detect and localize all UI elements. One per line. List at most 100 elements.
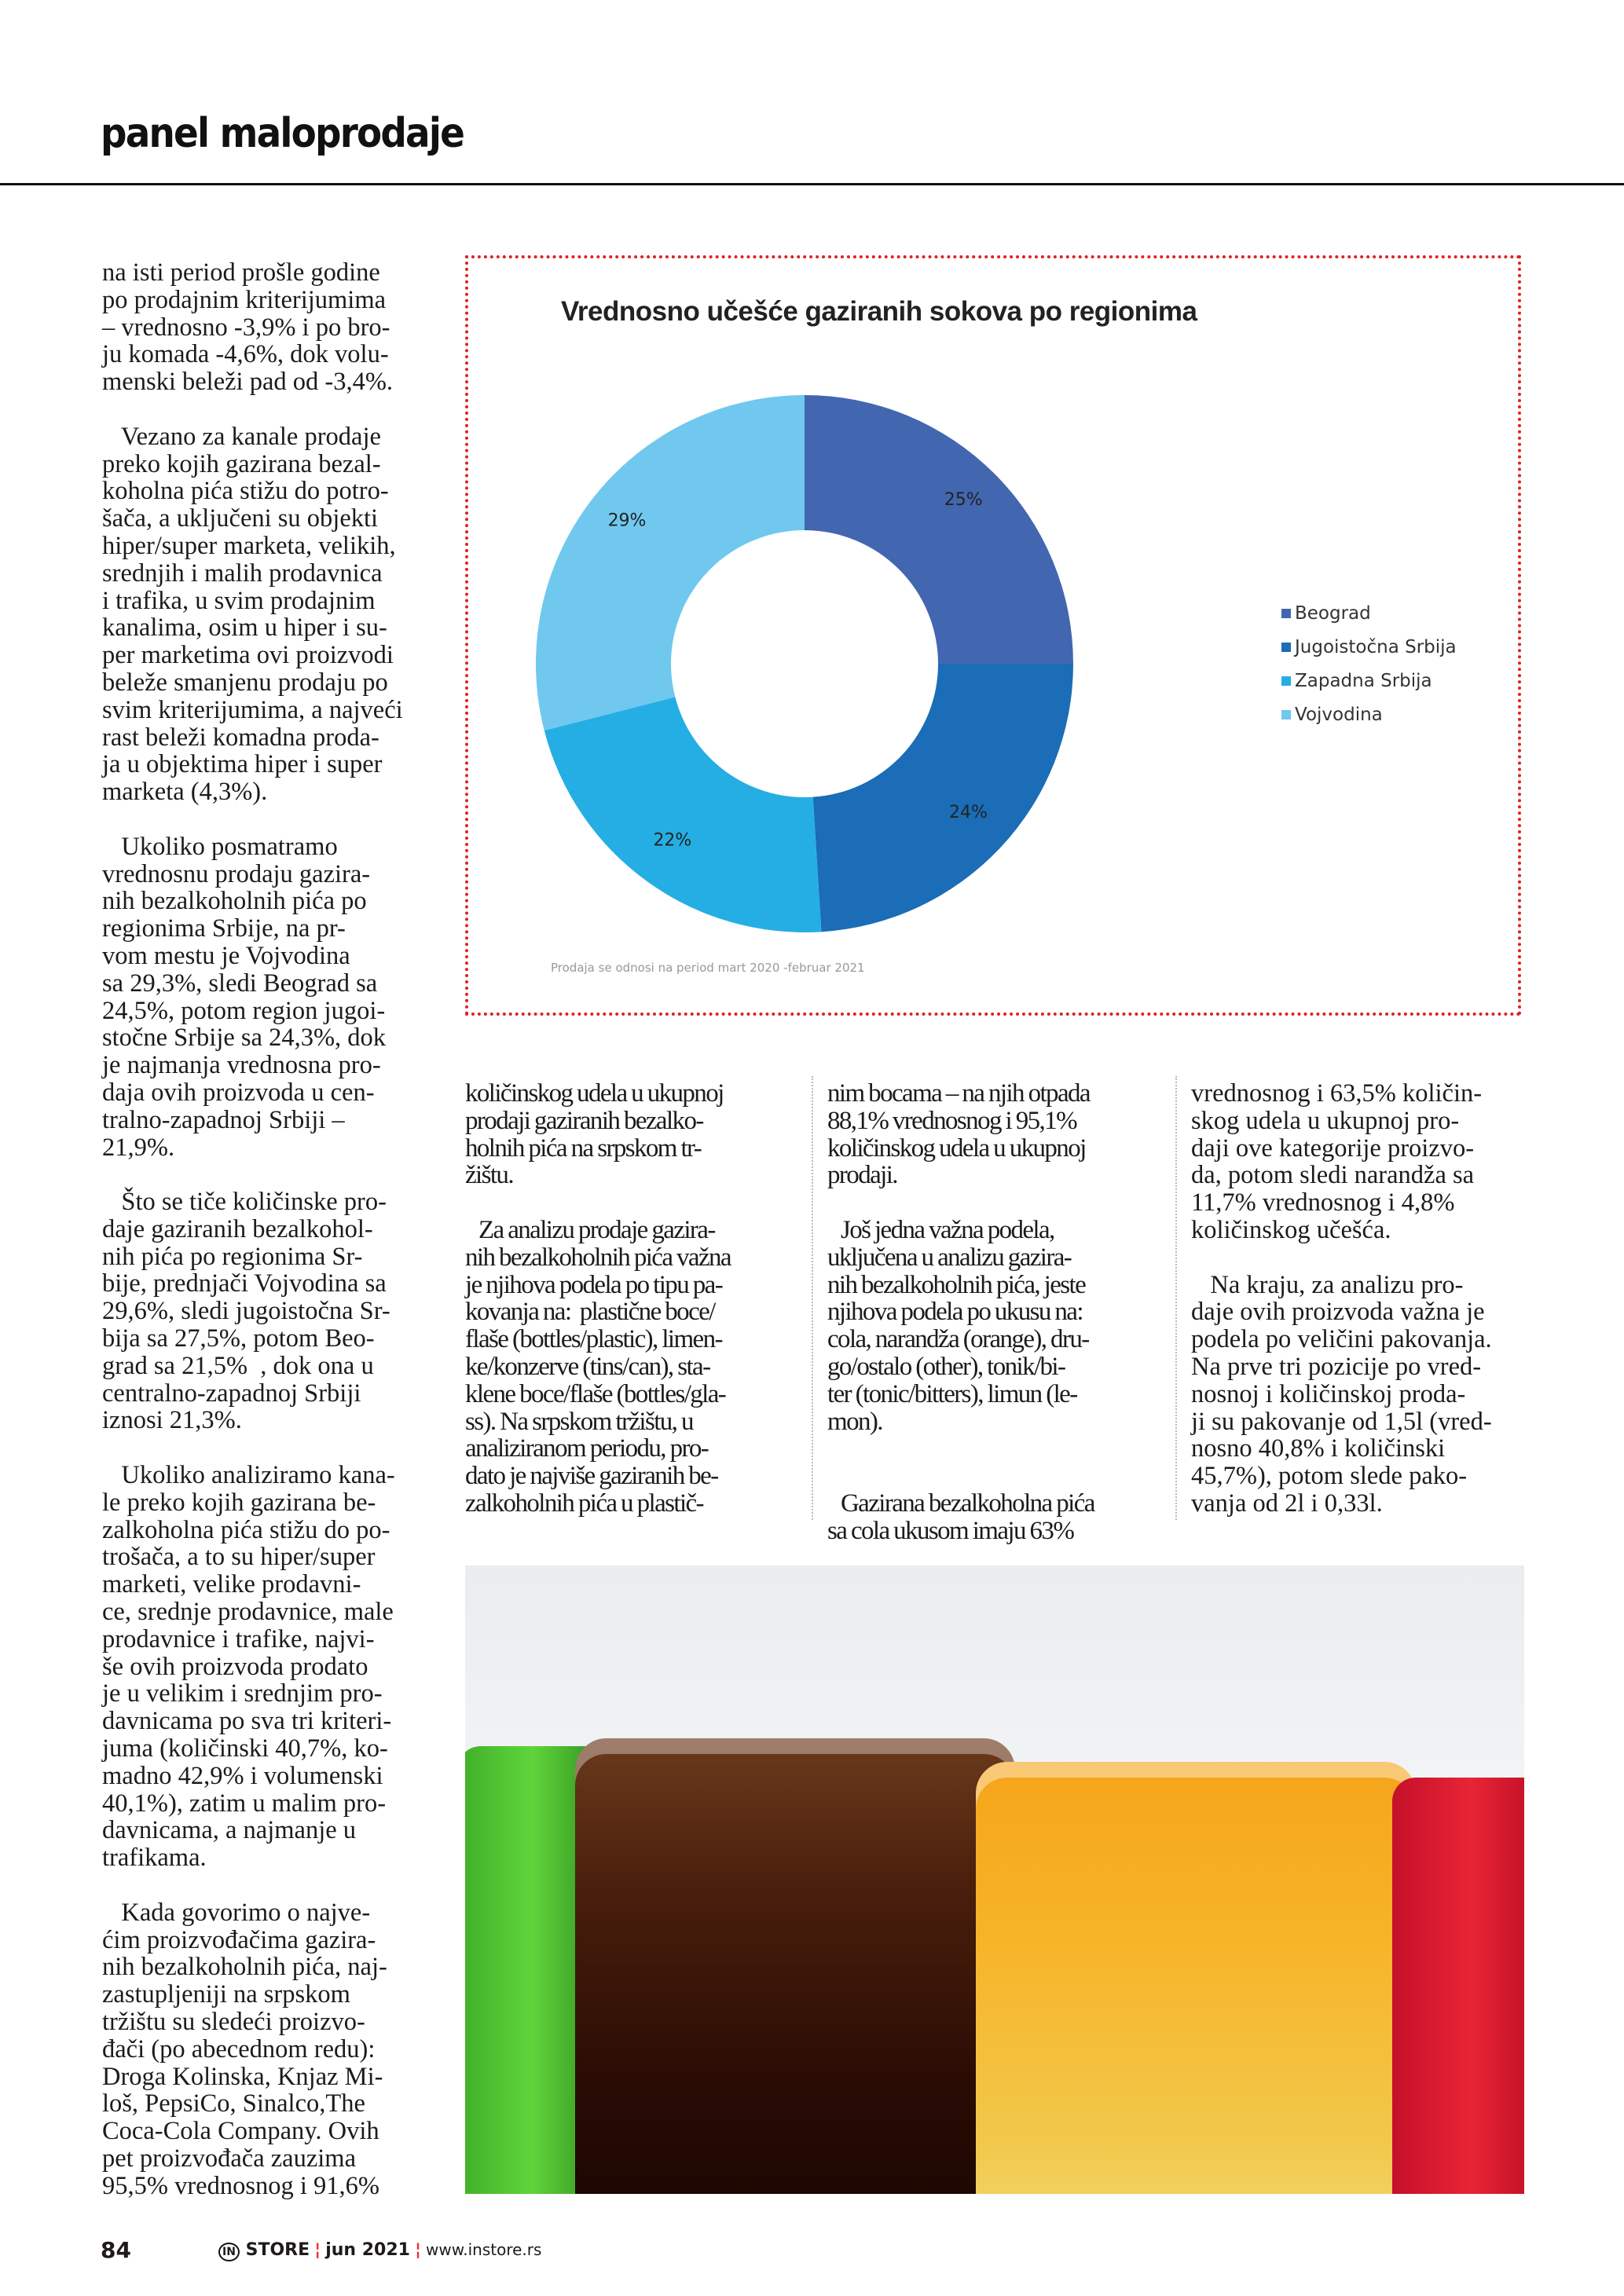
text-line: po prodajnim kriterijumima	[102, 285, 387, 314]
website-link[interactable]: www.instore.rs	[426, 2240, 542, 2259]
text-line: cola, narandža (orange), dru-	[827, 1325, 1090, 1354]
text-line: vrednosnu prodaju gazira-	[102, 859, 371, 888]
text-line: iznosi 21,3%.	[102, 1406, 242, 1435]
text-line: še ovih proizvoda prodato	[102, 1652, 368, 1681]
text-line: ji su pakovanje od 1,5l (vred-	[1191, 1407, 1492, 1436]
text-line: tralno-zapadnoj Srbiji –	[102, 1105, 345, 1134]
text-line: zalkoholna pića stižu do po-	[102, 1515, 390, 1544]
text-line: podela po veličini pakovanja.	[1191, 1325, 1492, 1354]
text-line: rast beleži komadna proda-	[102, 723, 379, 752]
text-line: je u velikim i srednjim pro-	[102, 1679, 383, 1708]
data-label: 29%	[608, 511, 647, 531]
text-line: Coca-Cola Company. Ovih	[102, 2117, 379, 2146]
text-line: Ukoliko analiziramo kana-	[102, 1461, 395, 1490]
text-line: klene boce/flaše (bottles/gla-	[465, 1379, 727, 1408]
carbonated-drinks-photo	[465, 1565, 1524, 2194]
data-label: 25%	[944, 490, 983, 510]
text-line: šača, a uključeni su objekti	[102, 504, 379, 533]
text-line: Gazirana bezalkoholna pića	[827, 1489, 1095, 1518]
text-line: 88,1% vrednosnog i 95,1%	[827, 1106, 1078, 1135]
text-line: nih bezalkoholnih pića po	[102, 887, 367, 916]
text-line: trošača, a to su hiper/super	[102, 1543, 376, 1572]
text-line: Na prve tri pozicije po vred-	[1191, 1352, 1482, 1381]
text-line: beleže smanjenu prodaju po	[102, 668, 388, 697]
donut-slice-2	[812, 664, 1073, 932]
paragraph-gap	[102, 1434, 432, 1462]
text-line: 21,9%.	[102, 1133, 175, 1162]
text-line: regionima Srbije, na pr-	[102, 914, 346, 943]
text-line: ke/konzerve (tins/can), sta-	[465, 1352, 711, 1381]
text-line: nim bocama – na njih otpada	[827, 1079, 1091, 1108]
legend-swatch	[1281, 676, 1291, 686]
legend-swatch	[1281, 709, 1291, 720]
text-line: ja u objektima hiper i super	[102, 750, 383, 779]
paragraph-gap	[827, 1435, 1161, 1463]
text-line: nih bezalkoholnih pića, jeste	[827, 1270, 1087, 1299]
orange-drink-glass	[976, 1762, 1416, 2194]
legend-label: Vojvodina	[1295, 704, 1383, 725]
text-line: prodavnice i trafike, najvi-	[102, 1624, 375, 1653]
text-line: srednjih i malih prodavnica	[102, 558, 383, 588]
text-line: holnih pića na srpskom tr-	[465, 1133, 702, 1163]
article-column-bottom-1: količinskog udela u ukupnoj prodaji gazir…	[465, 1080, 799, 1518]
text-line: tržištu su sledeći proizvo-	[102, 2008, 365, 2036]
legend-swatch	[1281, 642, 1291, 652]
text-line: marketa (4,3%).	[102, 778, 268, 807]
text-line: sa cola ukusom imaju 63%	[827, 1516, 1075, 1545]
red-drink-glass	[1392, 1778, 1524, 2194]
text-line: Ukoliko posmatramo	[102, 832, 338, 861]
legend-item: Jugoistočna Srbija	[1281, 630, 1457, 664]
chart-footnote: Prodaja se odnosi na period mart 2020 -f…	[551, 961, 865, 975]
paragraph-gap	[102, 396, 432, 423]
magazine-logo-icon: IN	[218, 2243, 240, 2261]
text-line: loš, PepsiCo, Sinalco,The	[102, 2089, 365, 2118]
text-line: uključena u analizu gazira-	[827, 1243, 1072, 1272]
text-line: Na kraju, za analizu pro-	[1191, 1270, 1464, 1299]
paragraph-gap	[1191, 1244, 1525, 1272]
text-line: trafikama.	[102, 1844, 207, 1873]
text-line: skog udela u ukupnoj pro-	[1191, 1106, 1460, 1135]
text-line: daje ovih proizvoda važna je	[1191, 1298, 1485, 1327]
text-line: svim kriterijumima, a najveći	[102, 695, 403, 724]
chart-box: Vrednosno učešće gaziranih sokova po reg…	[465, 255, 1521, 1016]
text-line: žištu.	[465, 1161, 515, 1190]
data-label: 22%	[653, 830, 691, 850]
text-line: vrednosnog i 63,5% količin-	[1191, 1079, 1483, 1108]
text-line: ss). Na srpskom tržištu, u	[465, 1407, 694, 1436]
donut-slice-4	[536, 395, 805, 731]
text-line: njihova podela po ukusu na:	[827, 1298, 1084, 1327]
text-line: preko kojih gazirana bezal-	[102, 449, 381, 478]
text-line: je najmanja vrednosna pro-	[102, 1051, 381, 1080]
text-line: grad sa 21,5% , dok ona u	[102, 1351, 374, 1380]
text-line: 11,7% vrednosnog i 4,8%	[1191, 1188, 1455, 1218]
legend-label: Zapadna Srbija	[1295, 670, 1432, 691]
text-line: kovanja na: plastične boce/	[465, 1298, 716, 1327]
donut-chart: 25% 24% 22% 29%	[536, 395, 1073, 932]
separator: ¦	[314, 2240, 321, 2260]
article-column-bottom-2: nim bocama – na njih otpada 88,1% vrednos…	[827, 1080, 1161, 1545]
text-line	[827, 1463, 1161, 1490]
text-line: – vrednosno -3,9% i po bro-	[102, 313, 390, 342]
text-line: 40,1%), zatim u malim pro-	[102, 1789, 387, 1818]
text-line: nosno 40,8% i količinski	[1191, 1434, 1446, 1463]
paragraph-gap	[102, 1872, 432, 1899]
text-line: per marketima ovi proizvodi	[102, 641, 394, 670]
header-rule	[0, 183, 1624, 185]
text-line: količinskog učešća.	[1191, 1215, 1391, 1244]
text-line: 95,5% vrednosnog i 91,6%	[102, 2171, 379, 2200]
text-line: koholna pića stižu do potro-	[102, 477, 389, 506]
text-line: nih bezalkoholnih pića, naj-	[102, 1953, 387, 1982]
legend-label: Beograd	[1295, 602, 1371, 624]
cola-drink-glass	[575, 1738, 1015, 2194]
magazine-name: STORE	[245, 2240, 310, 2260]
text-line: daja ovih proizvoda u cen-	[102, 1078, 375, 1107]
text-line: zastupljeniji na srpskom	[102, 1980, 350, 2009]
text-line: sa 29,3%, sledi Beograd sa	[102, 969, 378, 998]
page-number: 84	[101, 2237, 131, 2263]
text-line: go/ostalo (other), tonik/bi-	[827, 1352, 1066, 1381]
text-line: nih pića po regionima Sr-	[102, 1242, 363, 1271]
section-title: panel maloprodaje	[101, 110, 465, 157]
text-line: pet proizvođača zauzima	[102, 2144, 357, 2173]
text-line: analiziranom periodu, pro-	[465, 1434, 709, 1463]
paragraph-gap	[102, 1161, 432, 1188]
